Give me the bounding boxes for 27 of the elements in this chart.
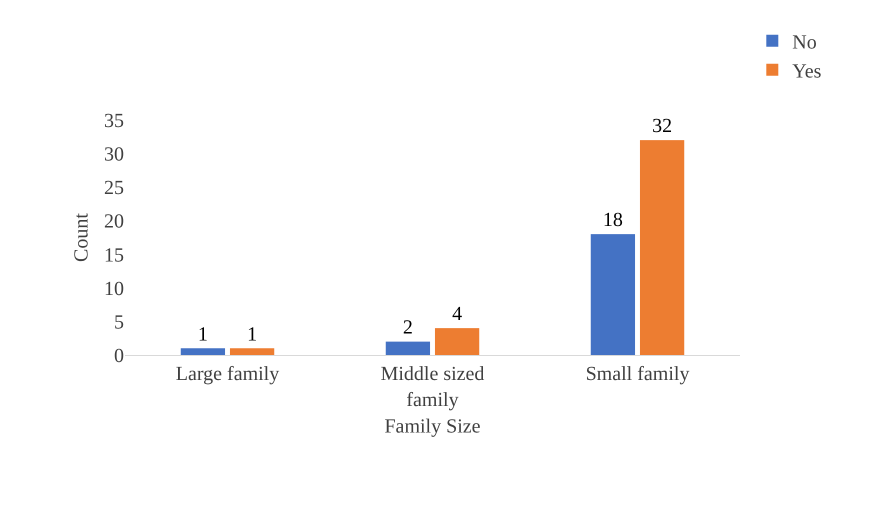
data-label: 1	[247, 323, 258, 346]
y-tick-label: 0	[114, 345, 124, 367]
data-label: 1	[198, 323, 208, 346]
data-label: 4	[452, 303, 462, 326]
y-tick-label: 25	[104, 177, 124, 200]
x-tick-label: Small family	[586, 363, 690, 385]
bar	[434, 328, 480, 355]
bar	[590, 234, 636, 355]
y-tick-label: 35	[104, 110, 124, 132]
bar	[180, 348, 226, 355]
x-tick-label: Large family	[176, 363, 280, 385]
y-tick-label: 30	[104, 144, 124, 166]
data-label: 2	[402, 316, 413, 339]
y-tick-label: 20	[104, 210, 124, 233]
y-tick-label: 10	[104, 278, 124, 300]
legend-label: No	[792, 32, 817, 54]
x-axis-title: Family Size	[384, 416, 481, 438]
data-label: 32	[652, 115, 672, 138]
y-tick-label: 5	[114, 311, 124, 334]
legend-label: Yes	[792, 60, 822, 83]
bar	[640, 140, 684, 355]
x-tick-label: Middle sized family	[380, 363, 484, 411]
data-label: 18	[602, 209, 623, 232]
y-axis-title: Count	[70, 212, 92, 262]
bar	[386, 342, 430, 355]
bar	[230, 348, 274, 355]
y-tick-label: 15	[104, 244, 124, 266]
